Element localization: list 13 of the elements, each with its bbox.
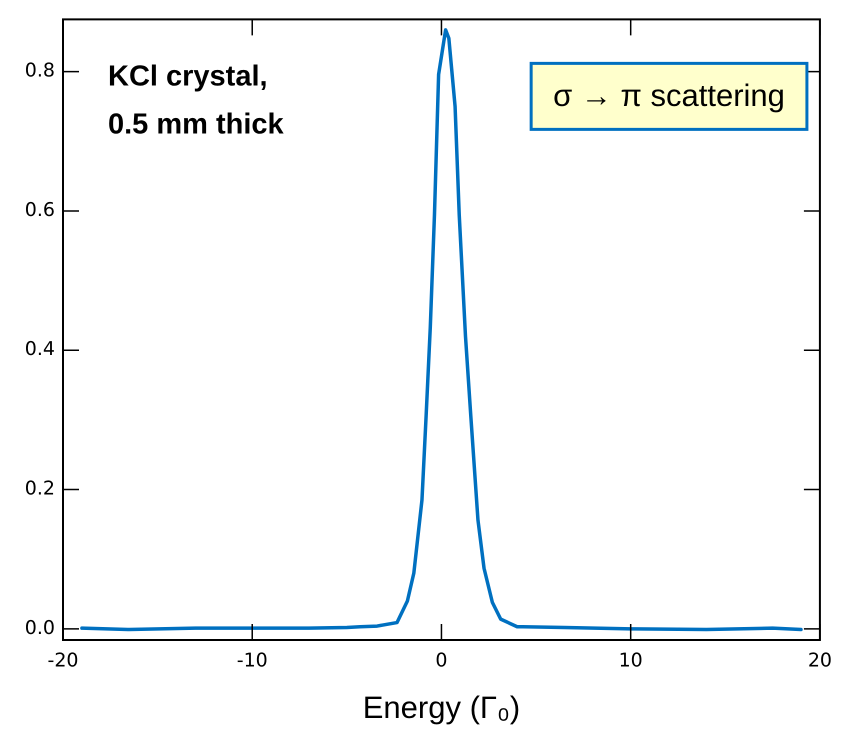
x-tick-label: 10	[618, 649, 643, 672]
y-tick-label: 0.4	[24, 338, 55, 360]
y-tick-label: 0.6	[24, 198, 55, 221]
x-tick-label: 0	[435, 649, 448, 672]
y-tick-label: 0.8	[24, 60, 55, 82]
x-axis-title: Energy (Γ₀)	[362, 690, 520, 725]
annotation: KCl crystal, 0.5 mm thick	[108, 60, 285, 140]
x-tick-label: 20	[808, 649, 832, 672]
x-tick-label: -20	[47, 649, 79, 672]
annotation: σ → π scattering	[553, 78, 785, 113]
y-tick-label: 0.0	[24, 616, 55, 639]
y-tick-label: 0.2	[24, 477, 55, 500]
x-tick-label: -10	[236, 649, 268, 672]
